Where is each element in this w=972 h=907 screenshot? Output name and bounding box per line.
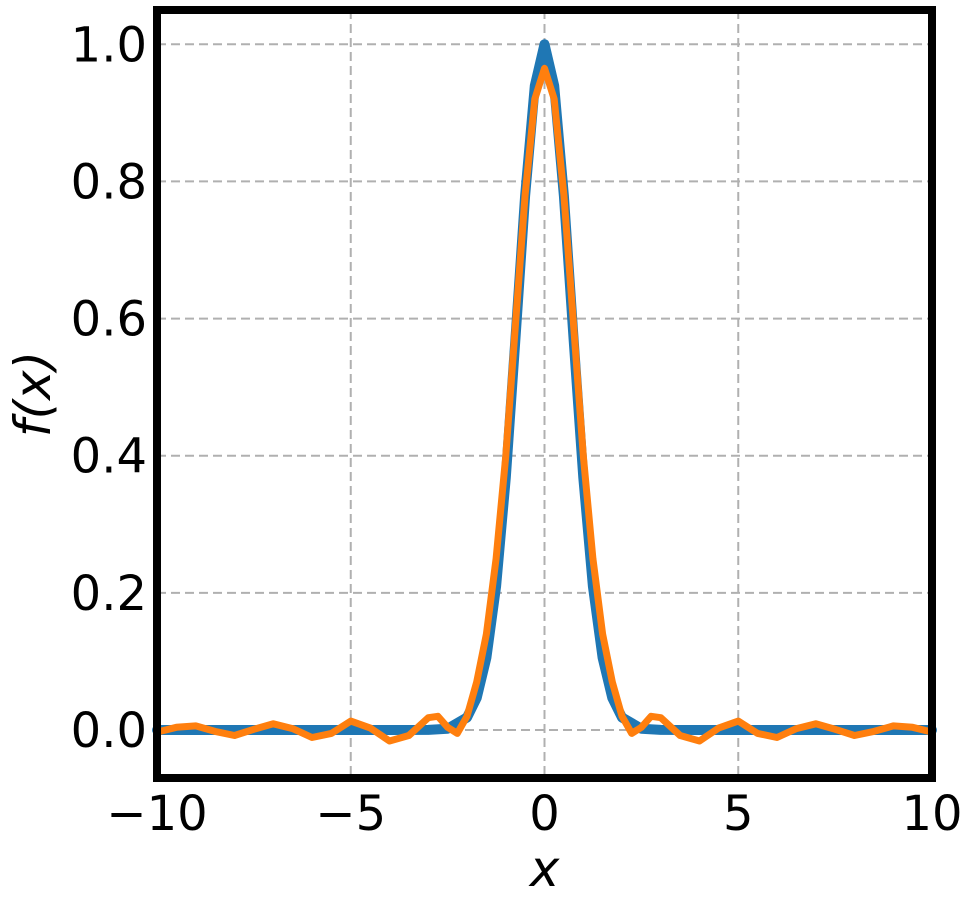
x-tick-labels: −10 −5 0 5 10 [106,786,962,842]
grid [156,10,933,778]
x-tick-label: 10 [901,786,962,842]
series-group [152,39,937,745]
y-tick-label: 0.2 [71,566,147,622]
y-tick-label: 0.4 [71,429,147,485]
x-tick-label: 0 [529,786,560,842]
y-tick-labels: 0.0 0.2 0.4 0.6 0.8 1.0 [71,17,147,759]
series-line-1 [153,64,936,745]
x-tick-label: 5 [723,786,754,842]
y-axis-label: f(x) [4,351,62,437]
y-tick-label: 1.0 [71,17,147,73]
y-tick-label: 0.6 [71,292,147,348]
series-line-0 [152,39,937,735]
x-tick-label: −10 [106,786,207,842]
y-tick-label: 0.8 [71,154,147,210]
plot-frame [153,6,936,782]
y-tick-label: 0.0 [71,703,147,759]
x-tick-label: −5 [315,786,386,842]
x-axis-label: x [528,840,560,898]
